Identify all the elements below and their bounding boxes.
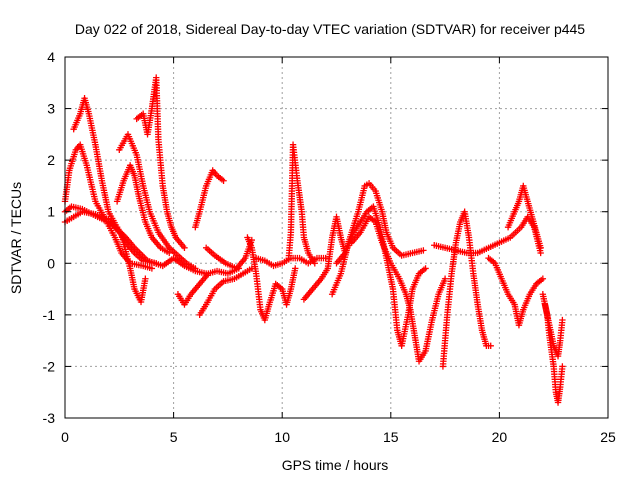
series-track-18 (348, 213, 449, 365)
y-axis-label: SDTVAR / TECUs (8, 182, 24, 294)
series-track-10 (196, 265, 255, 319)
data-point (487, 342, 494, 349)
data-point (153, 260, 160, 267)
plot-frame (64, 56, 609, 419)
data-point (220, 177, 227, 184)
series-track-8 (174, 265, 242, 308)
series-track-6 (133, 74, 188, 252)
data-point (311, 260, 318, 267)
x-tick-label: 15 (383, 429, 399, 445)
series-track-21 (485, 254, 547, 329)
data-point (148, 265, 156, 272)
x-tick-label: 5 (170, 429, 178, 445)
series-track-11 (202, 236, 255, 272)
data-point (559, 316, 566, 324)
x-axis-label: GPS time / hours (282, 457, 389, 473)
data-point (166, 249, 173, 257)
series-track-12 (244, 234, 299, 324)
data-point (422, 265, 429, 272)
data-point (322, 254, 329, 262)
series-track-22 (504, 182, 544, 252)
data-point (142, 275, 149, 282)
data-point (420, 247, 427, 254)
x-tick-label: 25 (600, 429, 616, 445)
y-tick-label: -1 (43, 307, 56, 323)
data-point (292, 265, 299, 272)
series-track-15 (300, 213, 349, 303)
y-tick-label: 1 (47, 204, 55, 220)
chart-title: Day 022 of 2018, Sidereal Day-to-day VTE… (75, 21, 585, 37)
y-tick-label: 2 (47, 152, 55, 168)
x-tick-label: 10 (274, 429, 290, 445)
series-track-3 (70, 95, 160, 267)
series-track-9 (192, 167, 227, 231)
series-track-17 (328, 203, 429, 349)
y-tick-label: 4 (47, 49, 55, 65)
y-tick-label: 3 (47, 101, 55, 117)
y-tick-label: 0 (47, 255, 55, 271)
data-point (192, 265, 199, 272)
data-point (441, 275, 449, 282)
series-track-7 (113, 162, 173, 257)
series-track-14 (285, 141, 318, 267)
x-tick-label: 20 (492, 429, 508, 445)
data-point (539, 275, 547, 282)
series-track-5 (116, 131, 199, 272)
series-track-24 (541, 301, 566, 360)
series-track-4 (61, 208, 149, 306)
y-tick-label: -3 (43, 410, 56, 426)
data-point (559, 363, 566, 370)
axis-layer: 0 5 10 15 20 25 -3 -2 -1 0 1 2 3 4 (43, 49, 616, 445)
data-point (181, 244, 188, 252)
data-point (537, 244, 544, 252)
data-layer (61, 74, 566, 406)
x-tick-label: 0 (61, 429, 69, 445)
series-track-13 (252, 254, 329, 270)
y-tick-label: -2 (43, 358, 56, 374)
